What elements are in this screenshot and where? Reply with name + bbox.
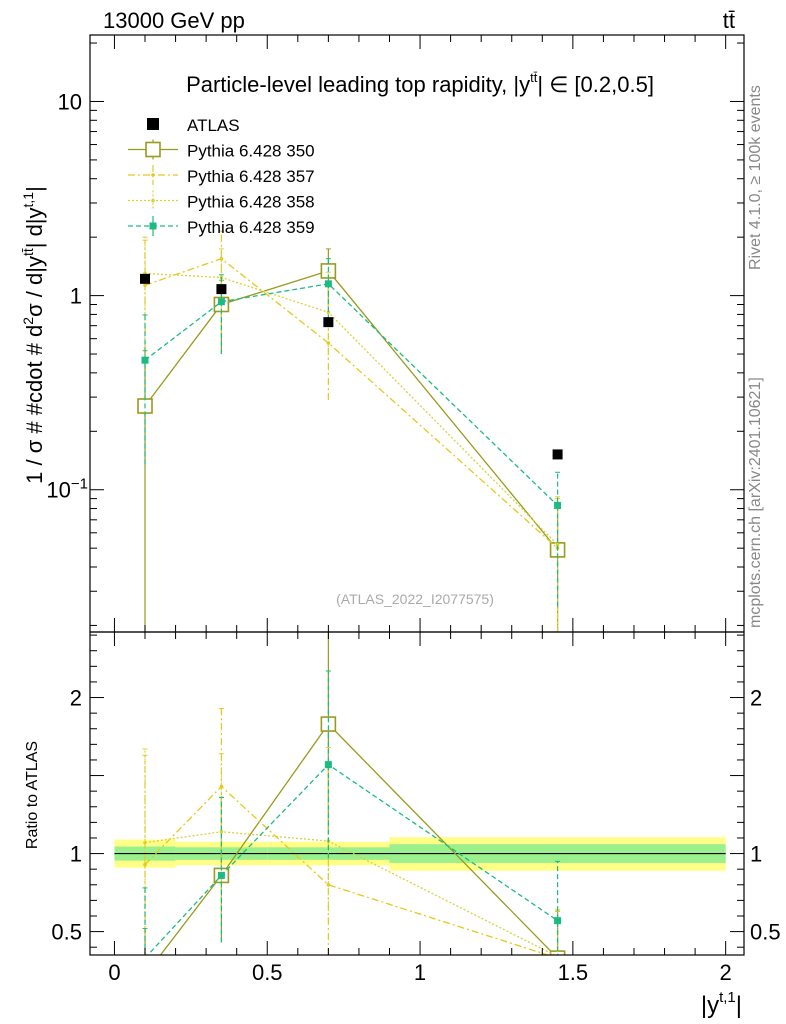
series-0-marker [138,968,152,982]
series-1-ratio-line [144,785,550,955]
rivet-version-label: Rivet 4.1.0, ≥ 100k events [747,85,764,270]
legend-marker [151,198,155,203]
ratio-y-tick-label: 2 [70,686,82,711]
legend: ATLAS Pythia 6.428 350 Pythia 6.428 357 Pyt… [128,116,315,237]
legend-label: Pythia 6.428 350 [187,142,315,161]
legend-marker [151,173,155,177]
legend-label: Pythia 6.428 359 [187,218,315,237]
series-2-ratio-line [144,831,556,955]
legend-atlas-marker [147,118,159,130]
series-0-ratio-line [159,723,556,955]
ratio-y-tick-label: 0.5 [51,920,82,945]
main-y-tick-label: 10−1 [46,476,88,503]
x-tick-label: 1.5 [558,960,589,985]
ratio-y-tick-label-right: 0.5 [750,920,781,945]
main-y-axis-label: 1 / σ # #cdot # d2σ / d|ytt̄| d|yt,1| [20,186,47,484]
ratio-y-tick-label-right: 2 [750,686,762,711]
series-3-marker [324,280,332,288]
ratio-frame [89,631,745,956]
x-axis-label: |yt,1| [701,989,742,1019]
series-1-marker [219,256,224,261]
atlas-data [140,273,563,460]
ratio-plot-layer: 0 0.5 1 1.5 2 0.5 0.5 1 1 2 2 [51,35,781,985]
legend-entry-series-2: Pythia 6.428 358 [128,190,315,212]
series-3-ratio-line [147,763,558,955]
series-1-marker [326,882,331,887]
atlas-data-point [140,273,151,284]
main-y-ticks: 10−1 1 10 [46,42,744,626]
series-2-marker [326,310,331,315]
series-0-line [144,270,559,551]
header-left-label: 13000 GeV pp [103,8,245,33]
series-3-marker [141,356,149,364]
ratio-y-tick-label: 1 [70,842,82,867]
legend-marker [149,222,157,230]
series-0-marker [320,716,337,732]
main-plot-layer: 10−1 1 10 [46,34,745,633]
main-series [137,230,566,632]
series-0-ratio [138,632,566,982]
analysis-id-label: (ATLAS_2022_I2077575) [336,591,494,607]
series-2-marker [555,543,560,547]
x-ticks: 0 0.5 1 1.5 2 [108,35,732,985]
mcplots-label: mcplots.cern.ch [arXiv:2401.10621] [747,377,764,628]
header-right-label: tt̄ [723,8,735,33]
series-3-marker [217,871,225,879]
series-1-marker [219,784,224,789]
x-tick-label: 0 [108,960,120,985]
atlas-data-point [216,284,227,295]
series-2-line [144,272,559,546]
series-3-marker [554,501,562,509]
series-0-main [137,248,566,632]
series-2-marker [143,840,147,845]
legend-label: Pythia 6.428 357 [187,167,315,186]
series-3-marker [324,761,332,769]
series-1-line [144,257,559,549]
atlas-data-point [323,317,334,328]
series-3-marker [141,954,149,955]
ratio-y-axis-label: Ratio to ATLAS [24,741,41,849]
series-3-line [144,283,559,506]
atlas-data-point [552,449,563,460]
main-y-tick-label: 1 [70,284,82,309]
series-2-ratio [142,746,561,955]
series-3-marker [217,298,225,306]
series-3-main [141,258,562,607]
series-2-main [142,236,561,632]
chart-title: Particle-level leading top rapidity, |yt… [186,70,654,97]
x-tick-label: 2 [720,960,732,985]
series-2-marker [219,829,224,834]
series-3-ratio [141,670,562,955]
ratio-series [138,632,566,982]
legend-label: Pythia 6.428 358 [187,193,315,212]
legend-entry-series-0: Pythia 6.428 350 [128,139,315,161]
ratio-y-ticks: 0.5 0.5 1 1 2 2 [51,634,781,948]
x-tick-label: 0.5 [252,960,283,985]
main-y-tick-label: 10 [58,89,82,114]
x-tick-label: 1 [414,960,426,985]
legend-marker [145,141,161,158]
ratio-y-tick-label-right: 1 [750,842,762,867]
series-3-marker [554,917,562,925]
legend-entry-series-1: Pythia 6.428 357 [128,165,315,186]
legend-entry-series-3: Pythia 6.428 359 [128,216,315,237]
series-1-main [142,230,561,632]
legend-entry-atlas: ATLAS [147,116,240,135]
legend-label: ATLAS [187,116,240,135]
